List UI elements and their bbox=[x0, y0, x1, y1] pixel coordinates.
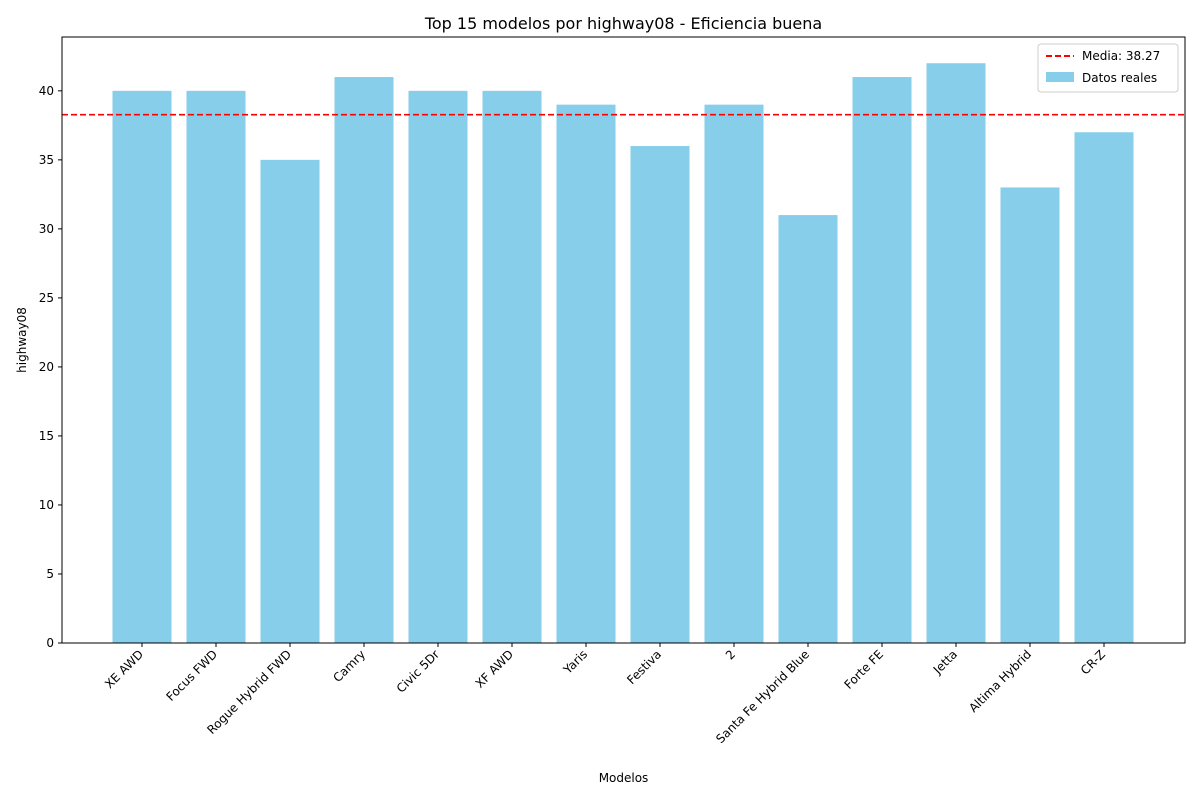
bar-1 bbox=[186, 90, 246, 643]
bar-12 bbox=[1000, 187, 1060, 643]
y-tick-label-6: 30 bbox=[39, 222, 54, 236]
bar-13 bbox=[1074, 132, 1134, 643]
y-tick-label-3: 15 bbox=[39, 429, 54, 443]
bar-6 bbox=[556, 104, 616, 644]
bar-5 bbox=[482, 90, 542, 643]
y-tick-label-2: 10 bbox=[39, 498, 54, 512]
y-tick-label-1: 5 bbox=[46, 567, 54, 581]
bar-11 bbox=[926, 63, 986, 644]
y-tick-label-4: 20 bbox=[39, 360, 54, 374]
y-tick-label-5: 25 bbox=[39, 291, 54, 305]
plot-frame bbox=[61, 36, 1186, 644]
legend-label-reference-line: Media: 38.27 bbox=[1082, 49, 1160, 63]
bar-8 bbox=[704, 104, 764, 644]
chart-title: Top 15 modelos por highway08 - Eficienci… bbox=[424, 14, 822, 33]
bar-7 bbox=[630, 146, 690, 643]
bar-0 bbox=[112, 90, 172, 643]
y-axis-ticks: 0 5 10 15 20 25 30 35 40 bbox=[39, 84, 62, 650]
y-tick-label-7: 35 bbox=[39, 153, 54, 167]
y-tick-label-8: 40 bbox=[39, 84, 54, 98]
bar-3 bbox=[334, 77, 394, 644]
bar-2 bbox=[260, 159, 320, 643]
bar-10 bbox=[852, 77, 912, 644]
bar-4 bbox=[408, 90, 468, 643]
legend: Media: 38.27 Datos reales bbox=[1037, 43, 1179, 93]
x-axis-label: Modelos bbox=[599, 771, 649, 785]
y-axis-label: highway08 bbox=[15, 307, 29, 373]
y-tick-label-0: 0 bbox=[46, 636, 54, 650]
legend-label-series: Datos reales bbox=[1082, 71, 1157, 85]
bar-9 bbox=[778, 215, 838, 644]
bars-layer bbox=[112, 63, 1134, 644]
legend-swatch-series bbox=[1046, 72, 1074, 82]
